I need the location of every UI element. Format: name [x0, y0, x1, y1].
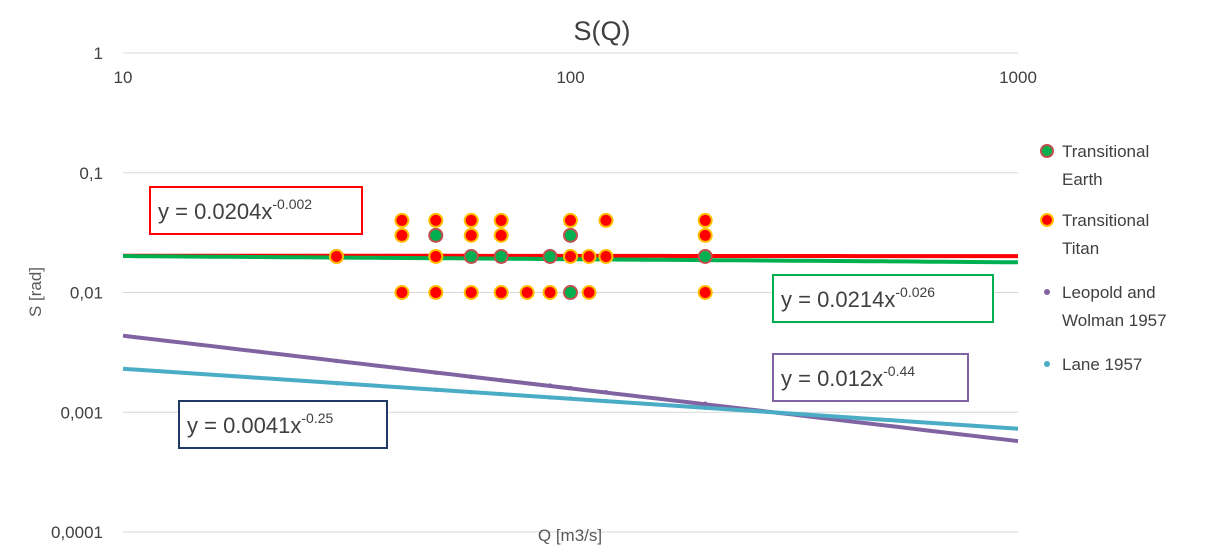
data-point — [581, 248, 597, 264]
x-axis-label: Q [m3/s] — [538, 526, 602, 545]
legend-marker — [1040, 213, 1054, 227]
equation-lane-1957: y = 0.0041x-0.25 — [178, 400, 388, 449]
equation-box — [178, 400, 388, 449]
data-point — [394, 227, 410, 243]
data-point — [428, 212, 444, 228]
legend-label: Transitional Titan — [1062, 211, 1149, 258]
x-tick-label: 100 — [556, 68, 584, 87]
equation-transitional-titan: y = 0.0204x-0.002 — [149, 186, 363, 235]
data-point — [428, 248, 444, 264]
data-point — [463, 212, 479, 228]
data-point — [547, 383, 553, 388]
axes: 1 0,1 0,01 0,001 0,0001 10 100 1000 — [51, 44, 1037, 542]
data-point — [603, 398, 609, 404]
equation-exponent: -0.44 — [883, 363, 915, 379]
data-point — [493, 212, 509, 228]
series-transitional-titan — [329, 212, 713, 300]
data-point — [542, 248, 558, 264]
legend-entry-leopold-and-wolman-1957: Leopold and Wolman 1957 — [1044, 283, 1167, 330]
y-tick-label: 0,001 — [60, 403, 103, 422]
legend-marker — [1044, 361, 1050, 367]
data-point — [581, 285, 597, 300]
data-point — [469, 374, 474, 379]
data-point — [334, 358, 339, 364]
equation-exponent: -0.25 — [301, 410, 333, 426]
equation-leopold-and-wolman-1957: y = 0.012x-0.44 — [772, 353, 969, 402]
data-point — [542, 285, 558, 300]
y-tick-label: 0,0001 — [51, 523, 103, 542]
data-point — [547, 395, 553, 400]
series-transitional-earth — [329, 227, 713, 300]
data-point — [598, 212, 614, 228]
legend-label: Lane 1957 — [1062, 355, 1142, 374]
x-tick-label: 1000 — [999, 68, 1037, 87]
equation-exponent: -0.002 — [272, 196, 312, 212]
trendline-equations: y = 0.0204x-0.002 y = 0.0214x-0.026 y = 0.… — [149, 186, 994, 449]
equation-box — [772, 353, 969, 402]
x-tick-label: 10 — [114, 68, 133, 87]
data-point — [697, 212, 713, 228]
data-point — [394, 285, 410, 300]
equation-exponent: -0.026 — [895, 284, 935, 300]
data-point — [697, 248, 713, 264]
legend: Transitional Earth Transitional Titan Leopol… — [1040, 142, 1167, 374]
data-point — [563, 248, 578, 264]
data-point — [603, 390, 609, 395]
data-point — [563, 285, 578, 300]
data-point — [519, 285, 535, 300]
data-point — [563, 212, 578, 228]
data-point — [493, 285, 509, 300]
data-point — [463, 248, 479, 264]
y-tick-label: 0,01 — [70, 284, 103, 303]
equation-box — [149, 186, 363, 235]
legend-label: Transitional Earth — [1062, 142, 1149, 189]
data-point — [498, 391, 504, 397]
data-point — [463, 227, 479, 243]
data-point — [469, 390, 474, 395]
data-point — [428, 285, 444, 300]
data-point — [498, 378, 504, 383]
data-point — [697, 285, 713, 300]
series-layer — [329, 212, 713, 410]
legend-marker — [1040, 144, 1054, 158]
data-point — [329, 248, 345, 264]
data-point — [697, 227, 713, 243]
data-point — [568, 385, 573, 391]
chart-title: S(Q) — [574, 16, 631, 46]
data-point — [703, 405, 708, 410]
equation-text: y = 0.0041x-0.25 — [187, 410, 333, 438]
y-tick-label: 1 — [94, 44, 103, 63]
data-point — [568, 396, 573, 401]
equation-text: y = 0.0214x-0.026 — [781, 284, 935, 312]
data-point — [394, 212, 410, 228]
data-point — [433, 387, 438, 392]
data-point — [563, 227, 578, 243]
legend-entry-transitional-earth: Transitional Earth — [1040, 142, 1149, 189]
data-point — [334, 380, 339, 386]
series-lane-1957 — [334, 380, 708, 410]
legend-label: Leopold and Wolman 1957 — [1062, 283, 1167, 330]
data-point — [428, 227, 444, 243]
legend-entry-transitional-titan: Transitional Titan — [1040, 211, 1149, 258]
y-axis-label: S [rad] — [26, 267, 45, 317]
data-point — [703, 401, 708, 406]
y-tick-label: 0,1 — [79, 164, 103, 183]
data-point — [493, 227, 509, 243]
data-point — [433, 370, 438, 375]
equation-text: y = 0.012x-0.44 — [781, 363, 915, 391]
legend-entry-lane-1957: Lane 1957 — [1044, 355, 1142, 374]
series-leopold-and-wolman-1957 — [334, 358, 708, 406]
equation-transitional-earth: y = 0.0214x-0.026 — [772, 274, 994, 323]
data-point — [598, 248, 614, 264]
equation-text: y = 0.0204x-0.002 — [158, 196, 312, 224]
data-point — [463, 285, 479, 300]
data-point — [493, 248, 509, 264]
equation-box — [772, 274, 994, 323]
legend-marker — [1044, 289, 1050, 295]
